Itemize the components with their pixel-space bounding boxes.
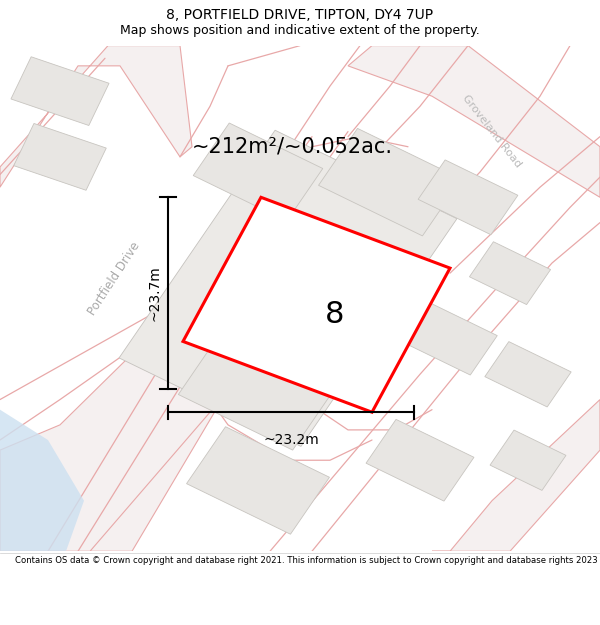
Polygon shape xyxy=(193,123,323,221)
Polygon shape xyxy=(403,302,497,375)
Polygon shape xyxy=(319,128,461,236)
Polygon shape xyxy=(490,430,566,491)
Text: 8: 8 xyxy=(325,301,344,329)
Polygon shape xyxy=(178,329,338,450)
Polygon shape xyxy=(432,399,600,551)
Polygon shape xyxy=(0,46,192,188)
Text: Groveland Road: Groveland Road xyxy=(461,93,523,170)
Text: Contains OS data © Crown copyright and database right 2021. This information is : Contains OS data © Crown copyright and d… xyxy=(15,556,600,566)
Polygon shape xyxy=(348,46,600,198)
Polygon shape xyxy=(14,124,106,190)
Polygon shape xyxy=(485,342,571,407)
Polygon shape xyxy=(0,409,84,551)
Polygon shape xyxy=(469,242,551,304)
Polygon shape xyxy=(187,427,329,534)
Polygon shape xyxy=(0,248,330,551)
Text: ~23.7m: ~23.7m xyxy=(148,266,162,321)
Text: ~23.2m: ~23.2m xyxy=(263,434,319,447)
Polygon shape xyxy=(366,419,474,501)
Polygon shape xyxy=(183,198,450,412)
Text: Portfield Drive: Portfield Drive xyxy=(86,239,142,318)
Text: 8, PORTFIELD DRIVE, TIPTON, DY4 7UP: 8, PORTFIELD DRIVE, TIPTON, DY4 7UP xyxy=(166,8,434,22)
Polygon shape xyxy=(11,57,109,126)
Polygon shape xyxy=(119,130,457,446)
Polygon shape xyxy=(418,160,518,235)
Polygon shape xyxy=(288,308,396,390)
Polygon shape xyxy=(48,137,360,551)
Text: ~212m²/~0.052ac.: ~212m²/~0.052ac. xyxy=(192,137,393,157)
Text: Map shows position and indicative extent of the property.: Map shows position and indicative extent… xyxy=(120,24,480,38)
